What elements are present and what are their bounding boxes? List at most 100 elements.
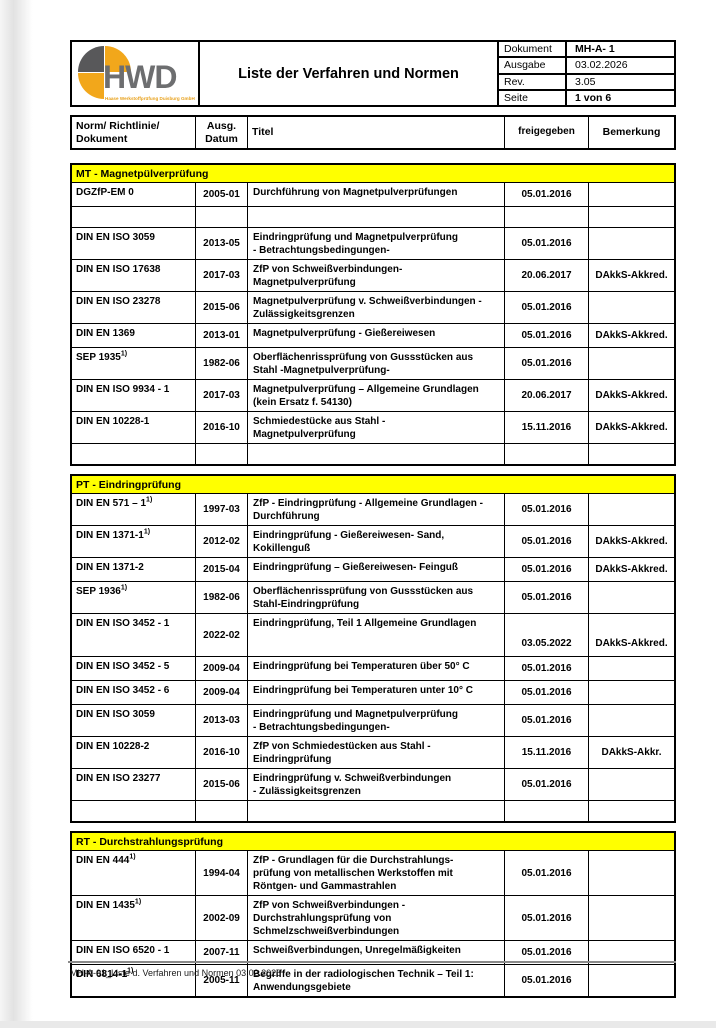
cell-rem <box>589 292 674 323</box>
table-row: DIN EN ISO 17638 2017-03 ZfP von Schweißve… <box>72 260 674 292</box>
cell-rem <box>589 582 674 613</box>
table-row: DIN 6814-11) 2005-11 Begriffe in der radio… <box>72 965 674 996</box>
cell-titl: Begriffe in der radiologischen Technik –… <box>248 965 505 996</box>
cell-norm: DIN EN 4441) <box>72 851 196 895</box>
cell-rem: DAkkS-Akkred. <box>595 564 668 575</box>
cell-titl: Magnetpulverprüfung v. Schweißverbindung… <box>248 292 505 323</box>
cell-titl: Durchführung von Magnetpulverprüfungen <box>248 183 505 206</box>
cell-titl: Eindringprüfung und Magnetpulverprüfung … <box>248 705 505 736</box>
norms-table-header: Norm/ Richtlinie/ Dokument Ausg. Datum T… <box>70 115 676 150</box>
cell-norm: DIN EN 1369 <box>72 324 196 347</box>
cell-rem: DAkkS-Akkred. <box>595 536 668 547</box>
cell-norm: DIN EN 571 – 11) <box>72 494 196 525</box>
cell-rem <box>589 851 674 895</box>
col-header-date: Ausg. Datum <box>196 117 248 148</box>
table-row: SEP 19351) 1982-06 Oberflächenrissprüfung … <box>72 348 674 380</box>
cell-date: 2017-03 <box>196 380 248 411</box>
cell-rem: DAkkS-Akkred. <box>595 422 668 433</box>
cell-titl: Magnetpulverprüfung - Gießereiwesen <box>248 324 505 347</box>
cell-rem <box>589 183 674 206</box>
table-row: DIN EN ISO 3452 - 6 2009-04 Eindringprüfun… <box>72 681 674 705</box>
document-header: HWD Haase Werkstoffprüfung Duisburg GmbH… <box>70 40 676 107</box>
section-block: RT - Durchstrahlungsprüfung DIN EN 4441) 1… <box>70 831 676 998</box>
footnote-sup: 1) <box>120 350 128 358</box>
cell-rem: DAkkS-Akkred. <box>595 270 668 281</box>
footnote-sup: 1) <box>134 898 142 906</box>
cell-rem: DAkkS-Akkred. <box>595 330 668 341</box>
cell-date <box>196 801 248 821</box>
col-header-title: Titel <box>248 117 505 148</box>
info-label: Ausgabe <box>499 58 567 73</box>
cell-rel: 15.11.2016 <box>505 737 589 768</box>
info-label: Seite <box>499 90 567 105</box>
cell-date: 2015-06 <box>196 292 248 323</box>
info-row: Dokument MH-A- 1 <box>499 42 674 59</box>
cell-rem: DAkkS-Akkred. <box>595 638 668 649</box>
cell-titl: Eindringprüfung und Magnetpulverprüfung … <box>248 228 505 259</box>
cell-norm: DIN EN ISO 23277 <box>72 769 196 800</box>
info-row: Seite 1 von 6 <box>499 90 674 105</box>
cell-norm: SEP 19351) <box>72 348 196 379</box>
cell-norm: DIN EN ISO 17638 <box>72 260 196 291</box>
cell-norm: DIN EN ISO 3059 <box>72 705 196 736</box>
cell-rel: 05.01.2016 <box>505 681 589 704</box>
footer-rule <box>68 961 676 963</box>
cell-rem <box>589 207 674 227</box>
cell-norm <box>72 207 196 227</box>
cell-date: 2017-03 <box>196 260 248 291</box>
section-header-bar: MT - Magnetpülverprüfung <box>72 165 674 183</box>
cell-norm: DIN EN ISO 3059 <box>72 228 196 259</box>
cell-date: 1997-03 <box>196 494 248 525</box>
cell-rel: 05.01.2016 <box>505 851 589 895</box>
table-row: DIN EN 10228-2 2016-10 ZfP von Schmiedestü… <box>72 737 674 769</box>
table-row: DIN EN 1371-11) 2012-02 Eindringprüfung - … <box>72 526 674 558</box>
cell-date: 2012-02 <box>196 526 248 557</box>
cell-rem <box>589 896 674 940</box>
cell-rel: 05.01.2016 <box>505 228 589 259</box>
doc-info-table: Dokument MH-A- 1 Ausgabe 03.02.2026 Rev. 3.05… <box>499 42 674 105</box>
cell-titl: ZfP - Grundlagen für die Durchstrahlungs… <box>248 851 505 895</box>
cell-rel: 20.06.2017 <box>505 260 589 291</box>
cell-rel: 05.01.2016 <box>505 705 589 736</box>
cell-norm: DIN EN ISO 6520 - 1 <box>72 941 196 964</box>
cell-norm: DIN EN ISO 9934 - 1 <box>72 380 196 411</box>
table-row <box>72 207 674 228</box>
info-value: 03.02.2026 <box>575 59 628 72</box>
table-row: DIN EN ISO 3452 - 5 2009-04 Eindringprüfun… <box>72 657 674 681</box>
cell-rel: 05.01.2016 <box>505 292 589 323</box>
footer-text: MH-A-01_Liste d. Verfahren und Normen 03… <box>70 968 282 978</box>
cell-rel: 05.01.2016 <box>505 896 589 940</box>
cell-titl: Eindringprüfung bei Temperaturen unter 1… <box>248 681 505 704</box>
cell-norm: DIN EN 1371-2 <box>72 558 196 581</box>
logo-quadrant-dark-icon <box>78 46 104 72</box>
section-header-bar: PT - Eindringprüfung <box>72 476 674 494</box>
footnote-sup: 1) <box>129 853 136 861</box>
cell-rem <box>589 769 674 800</box>
cell-rem <box>589 705 674 736</box>
cell-titl: Eindringprüfung - Gießereiwesen- Sand, K… <box>248 526 505 557</box>
cell-rel: 15.11.2016 <box>505 412 589 443</box>
table-row: DIN EN 571 – 11) 1997-03 ZfP - Eindringprü… <box>72 494 674 526</box>
table-row: DIN EN ISO 6520 - 1 2007-11 Schweißverbind… <box>72 941 674 965</box>
cell-date: 1994-04 <box>196 851 248 895</box>
info-value: MH-A- 1 <box>575 43 615 55</box>
table-row: DIN EN ISO 3059 2013-03 Eindringprüfung un… <box>72 705 674 737</box>
table-row <box>72 444 674 464</box>
cell-rel: 05.01.2016 <box>505 183 589 206</box>
cell-date: 2013-01 <box>196 324 248 347</box>
footnote-sup: 1) <box>146 496 153 504</box>
cell-rel <box>505 207 589 227</box>
cell-titl <box>248 444 505 464</box>
cell-titl: Schweißverbindungen, Unregelmäßigkeiten <box>248 941 505 964</box>
table-row: DIN EN 4441) 1994-04 ZfP - Grundlagen für … <box>72 851 674 896</box>
cell-rem <box>589 348 674 379</box>
cell-titl: Eindringprüfung, Teil 1 Allgemeine Grund… <box>248 614 505 656</box>
cell-date: 2016-10 <box>196 737 248 768</box>
cell-titl: ZfP von Schmiedestücken aus Stahl - Eind… <box>248 737 505 768</box>
cell-date: 2009-04 <box>196 657 248 680</box>
cell-norm <box>72 801 196 821</box>
cell-norm: DIN EN ISO 23278 <box>72 292 196 323</box>
cell-titl: ZfP von Schweißverbindungen- Magnetpulve… <box>248 260 505 291</box>
cell-rel <box>505 801 589 821</box>
info-value: 1 von 6 <box>575 91 612 104</box>
